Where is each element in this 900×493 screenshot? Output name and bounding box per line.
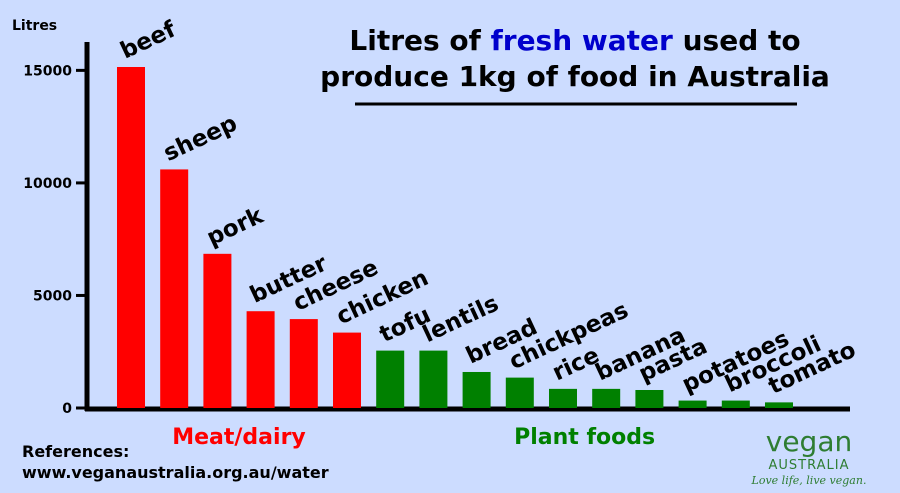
- logo-sub: AUSTRALIA: [769, 458, 850, 473]
- bar-label-sheep: sheep: [160, 110, 241, 166]
- y-tick-label: 15000: [23, 63, 72, 79]
- bar-chickpeas: [505, 377, 534, 408]
- title-part-3: used to: [673, 24, 801, 57]
- bar-potatoes: [678, 400, 707, 408]
- bar-butter: [246, 311, 275, 408]
- vegan-australia-logo: vegan AUSTRALIA Love life, live vegan.: [751, 425, 867, 487]
- references-url[interactable]: www.veganaustralia.org.au/water: [22, 463, 329, 482]
- y-ticks: 0 5000 10000 15000: [23, 63, 87, 417]
- bar-beef: [117, 67, 145, 408]
- chart-title-line2: produce 1kg of food in Australia: [320, 60, 830, 93]
- bar-tofu: [376, 350, 405, 408]
- bar-label-beef: beef: [117, 16, 181, 64]
- title-part-1: Litres of: [349, 24, 490, 57]
- chart-title-line1: Litres of fresh water used to: [349, 24, 800, 57]
- references-heading: References:: [22, 442, 129, 461]
- bar-chicken: [333, 332, 361, 408]
- bar-cheese: [289, 319, 318, 408]
- y-tick-label: 5000: [33, 288, 72, 304]
- bar-label-pork: pork: [203, 203, 268, 252]
- title-highlight: fresh water: [491, 24, 673, 57]
- y-tick-label: 0: [62, 401, 72, 417]
- bar-pasta: [635, 389, 664, 408]
- logo-word: vegan: [766, 425, 852, 458]
- bar-tomato: [765, 402, 793, 408]
- bars: [117, 67, 793, 408]
- group-label-meat-dairy: Meat/dairy: [172, 425, 306, 450]
- bar-pork: [203, 253, 232, 408]
- group-label-plant-foods: Plant foods: [514, 425, 655, 450]
- bar-banana: [592, 388, 621, 408]
- bar-bread: [462, 371, 491, 408]
- bar-rice: [549, 388, 577, 408]
- bar-broccoli: [721, 400, 750, 408]
- y-axis-label: Litres: [12, 18, 57, 34]
- group-labels: Meat/dairy Plant foods: [172, 425, 655, 450]
- logo-tagline: Love life, live vegan.: [751, 474, 867, 487]
- y-tick-label: 10000: [23, 176, 72, 192]
- bar-lentils: [419, 350, 448, 408]
- bar-sheep: [160, 169, 189, 408]
